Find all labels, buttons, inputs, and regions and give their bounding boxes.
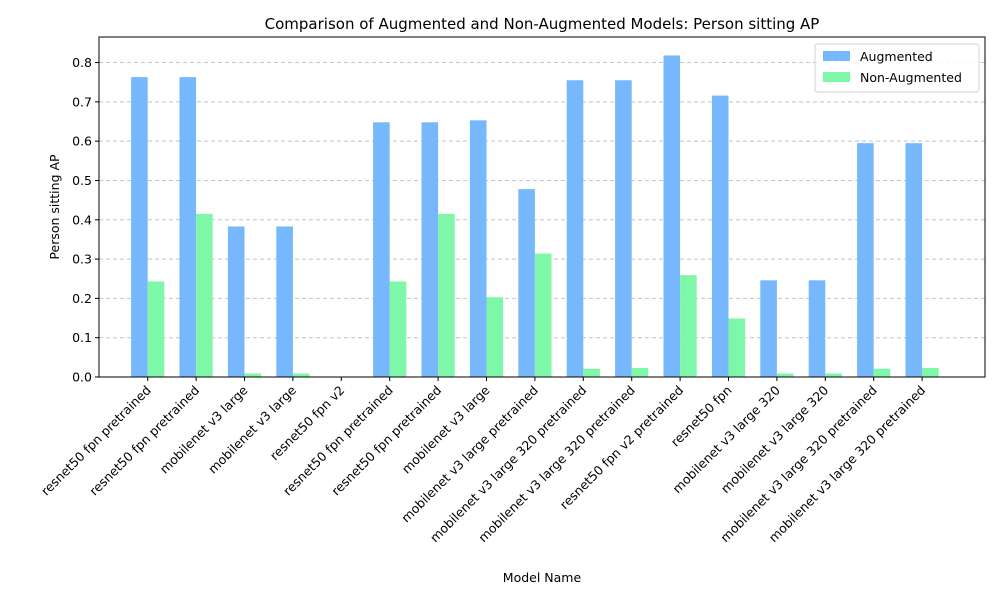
augmented-bar — [373, 122, 390, 377]
non-augmented-bar — [776, 373, 794, 377]
augmented-bar — [276, 226, 293, 377]
y-axis-label: Person sitting AP — [47, 154, 62, 260]
y-tick-label: 0.2 — [72, 291, 92, 306]
non-augmented-bar — [534, 253, 552, 377]
augmented-bar — [421, 122, 439, 377]
y-tick-label: 0.4 — [72, 212, 92, 227]
legend: Augmented Non-Augmented — [814, 43, 980, 93]
non-augmented-bar — [728, 318, 746, 377]
legend-box — [814, 43, 980, 93]
augmented-bar — [760, 280, 777, 377]
augmented-bar — [808, 280, 826, 377]
augmented-bar — [711, 95, 729, 378]
y-tick-label: 0.3 — [72, 252, 92, 267]
y-gridlines — [99, 62, 985, 378]
non-augmented-bar — [389, 281, 407, 377]
x-tick-label: mobilenet v3 large — [157, 382, 251, 476]
bars — [131, 55, 939, 378]
y-tick-label: 0.0 — [72, 370, 92, 385]
x-tick-label: mobilenet v3 large — [399, 382, 493, 476]
x-axis-label: Model Name — [503, 570, 582, 585]
chart-title: Comparison of Augmented and Non-Augmente… — [265, 15, 820, 33]
non-augmented-bar — [873, 368, 891, 377]
non-augmented-bar — [680, 275, 697, 377]
augmented-bar — [857, 143, 874, 377]
augmented-bar — [566, 80, 584, 377]
augmented-bar — [518, 189, 535, 377]
non-augmented-bar — [292, 373, 310, 377]
augmented-bar — [131, 77, 148, 378]
non-augmented-bar — [244, 373, 262, 377]
non-augmented-bar — [486, 297, 504, 377]
non-augmented-bar — [438, 213, 455, 377]
y-tick-label: 0.6 — [72, 134, 92, 149]
x-tick-label: mobilenet v3 large — [205, 382, 299, 476]
legend-swatch — [823, 72, 850, 82]
y-tick-label: 0.7 — [72, 94, 92, 109]
augmented-bar — [905, 143, 923, 377]
legend-entry: Augmented — [860, 49, 933, 64]
legend-entry: Non-Augmented — [860, 70, 962, 85]
augmented-bar — [179, 77, 197, 378]
non-augmented-bar — [631, 367, 649, 377]
y-tick-label: 0.8 — [72, 55, 92, 70]
legend-swatch — [823, 51, 850, 61]
augmented-bar — [227, 226, 245, 377]
non-augmented-bar — [583, 368, 600, 377]
augmented-bar — [469, 120, 487, 378]
non-augmented-bar — [196, 213, 213, 377]
y-tick-label: 0.5 — [72, 173, 92, 188]
non-augmented-bar — [147, 281, 165, 377]
y-axis-ticks: 0.0 0.1 0.2 0.3 0.4 0.5 0.6 0.7 0.8 — [72, 55, 99, 385]
plot-frame — [98, 36, 986, 378]
augmented-bar — [663, 55, 681, 377]
y-tick-label: 0.1 — [72, 330, 92, 345]
non-augmented-bar — [922, 367, 939, 377]
augmented-bar — [615, 80, 632, 377]
non-augmented-bar — [825, 373, 842, 377]
